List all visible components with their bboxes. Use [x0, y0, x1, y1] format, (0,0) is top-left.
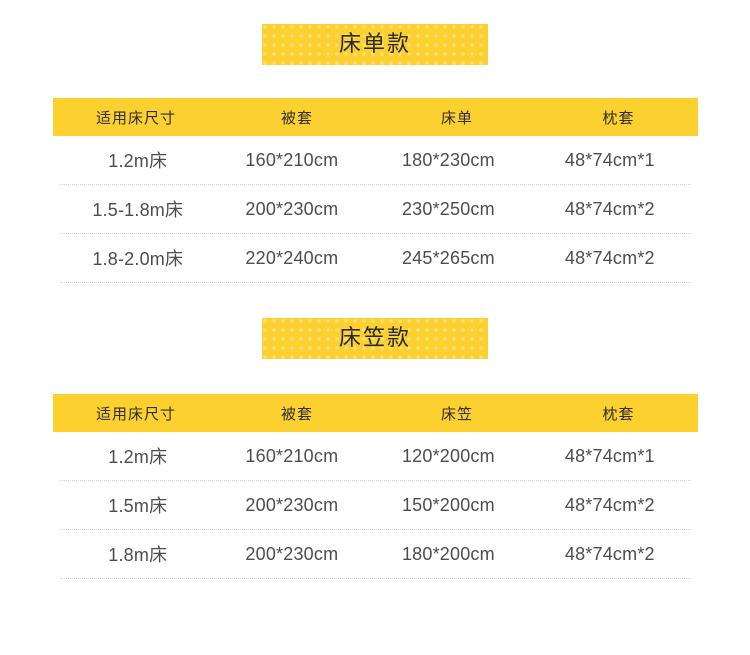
table-1-body: 1.2m床 160*210cm 180*230cm 48*74cm*1 1.5-… [53, 136, 698, 283]
table-1-row-0-cell-0: 1.2m床 [108, 151, 168, 171]
table-2-header-cell-1: 被套 [280, 404, 313, 423]
table-row: 1.2m床 160*210cm 180*230cm 48*74cm*1 [59, 136, 691, 185]
section-2-title-banner: 床笠款 [262, 318, 488, 359]
table-1-row-0-cell-1: 160*210cm [245, 149, 339, 170]
table-1-header-cell-1: 被套 [280, 108, 313, 127]
table-2-row-1-cell-1: 200*230cm [245, 494, 339, 515]
section-2-title-text: 床笠款 [338, 325, 411, 351]
table-1-row-1-cell-0: 1.5-1.8m床 [92, 200, 184, 220]
table-2-row-1-cell-0: 1.5m床 [108, 496, 168, 516]
table-2-header-cell-3: 枕套 [602, 404, 635, 423]
table-2-header-cell-0: 适用床尺寸 [95, 404, 176, 423]
table-2-row-0-cell-3: 48*74cm*1 [564, 445, 655, 466]
table-2-row-0-cell-0: 1.2m床 [108, 447, 168, 467]
table-2-row-1-cell-2: 150*200cm [401, 494, 495, 515]
table-2-row-0-cell-1: 160*210cm [245, 445, 339, 466]
table-2-row-2-cell-3: 48*74cm*2 [564, 543, 655, 564]
table-2-row-2-cell-1: 200*230cm [245, 543, 339, 564]
table-1-row-0-cell-3: 48*74cm*1 [564, 149, 655, 170]
table-row: 1.8-2.0m床 220*240cm 245*265cm 48*74cm*2 [59, 234, 691, 283]
table-1-row-1-cell-3: 48*74cm*2 [564, 198, 655, 219]
section-gap [0, 283, 750, 318]
table-2-row-2-cell-0: 1.8m床 [108, 545, 168, 565]
size-table-bedsheet: 适用床尺寸 被套 床单 枕套 1.2m床 160*210cm 180*230cm… [52, 98, 698, 283]
section-1-title-text: 床单款 [338, 31, 411, 57]
table-2-row-1-cell-3: 48*74cm*2 [564, 494, 655, 515]
table-1-row-1-cell-2: 230*250cm [401, 198, 495, 219]
top-spacer [0, 0, 750, 24]
table-1-row-2-cell-2: 245*265cm [401, 247, 495, 268]
table-row: 1.5m床 200*230cm 150*200cm 48*74cm*2 [59, 481, 691, 530]
table-row: 1.8m床 200*230cm 180*200cm 48*74cm*2 [59, 530, 691, 579]
table-1-row-2-cell-3: 48*74cm*2 [564, 247, 655, 268]
table-1-row-1-cell-1: 200*230cm [245, 198, 339, 219]
table-2-body: 1.2m床 160*210cm 120*200cm 48*74cm*1 1.5m… [53, 432, 698, 579]
table-1-header-cell-2: 床单 [440, 108, 473, 127]
section-2-banner-wrap: 床笠款 [0, 318, 750, 359]
table-2-row-0-cell-2: 120*200cm [401, 445, 495, 466]
size-table-fitted-sheet: 适用床尺寸 被套 床笠 枕套 1.2m床 160*210cm 120*200cm… [52, 394, 698, 579]
section-2-title-gap [0, 359, 750, 394]
section-1-banner-wrap: 床单款 [0, 24, 750, 65]
table-1-header-cell-0: 适用床尺寸 [95, 108, 176, 127]
table-row: 1.5-1.8m床 200*230cm 230*250cm 48*74cm*2 [59, 185, 691, 234]
table-2-row-2-cell-2: 180*200cm [401, 543, 495, 564]
table-2-header-cell-2: 床笠 [440, 404, 473, 423]
table-row: 1.2m床 160*210cm 120*200cm 48*74cm*1 [59, 432, 691, 481]
section-1-title-gap [0, 65, 750, 98]
table-1-row-2-cell-0: 1.8-2.0m床 [92, 249, 184, 269]
section-1-title-banner: 床单款 [262, 24, 488, 65]
table-1-row-0-cell-2: 180*230cm [401, 149, 495, 170]
table-1-header-cell-3: 枕套 [602, 108, 635, 127]
table-2-header-row: 适用床尺寸 被套 床笠 枕套 [52, 394, 698, 432]
table-1-header-row: 适用床尺寸 被套 床单 枕套 [52, 98, 698, 136]
table-1-row-2-cell-1: 220*240cm [245, 247, 339, 268]
